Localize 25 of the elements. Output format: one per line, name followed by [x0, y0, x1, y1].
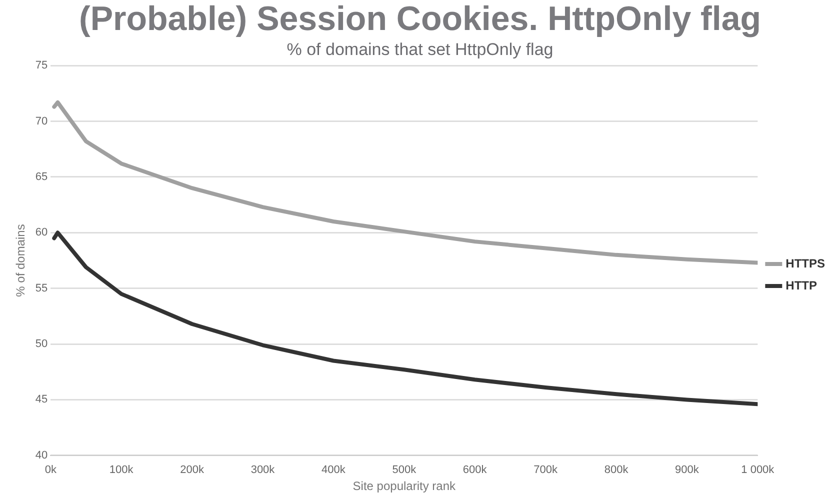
- y-axis-title: % of domains: [14, 224, 28, 297]
- y-tick-label: 45: [35, 394, 48, 406]
- y-tick-label: 40: [35, 449, 48, 462]
- y-tick-label: 55: [35, 282, 48, 294]
- x-tick-label: 1 000k: [741, 464, 775, 476]
- y-tick-label: 60: [35, 226, 48, 239]
- x-tick-label: 300k: [250, 464, 276, 476]
- y-tick-label: 75: [35, 60, 48, 72]
- y-tick-label: 65: [35, 171, 48, 184]
- x-tick-label: 200k: [180, 464, 204, 476]
- x-tick-label: 600k: [462, 464, 488, 476]
- x-tick-label: 500k: [392, 464, 417, 476]
- x-axis-title: Site popularity rank: [352, 479, 457, 494]
- x-tick-label: 400k: [322, 464, 346, 476]
- legend-label: HTTPS: [786, 256, 826, 270]
- y-tick-label: 50: [35, 338, 48, 350]
- y-tick-label: 70: [35, 115, 48, 128]
- chart-subtitle: % of domains that set HttpOnly flag: [286, 40, 554, 60]
- legend-label: HTTP: [786, 278, 818, 292]
- x-tick-label: 700k: [534, 464, 558, 476]
- x-tick-label: 800k: [604, 464, 629, 476]
- chart-title: (Probable) Session Cookies. HttpOnly flag: [78, 0, 762, 39]
- x-tick-label: 900k: [675, 464, 700, 476]
- x-tick-label: 100k: [109, 464, 134, 476]
- x-tick-label: 0k: [44, 464, 57, 476]
